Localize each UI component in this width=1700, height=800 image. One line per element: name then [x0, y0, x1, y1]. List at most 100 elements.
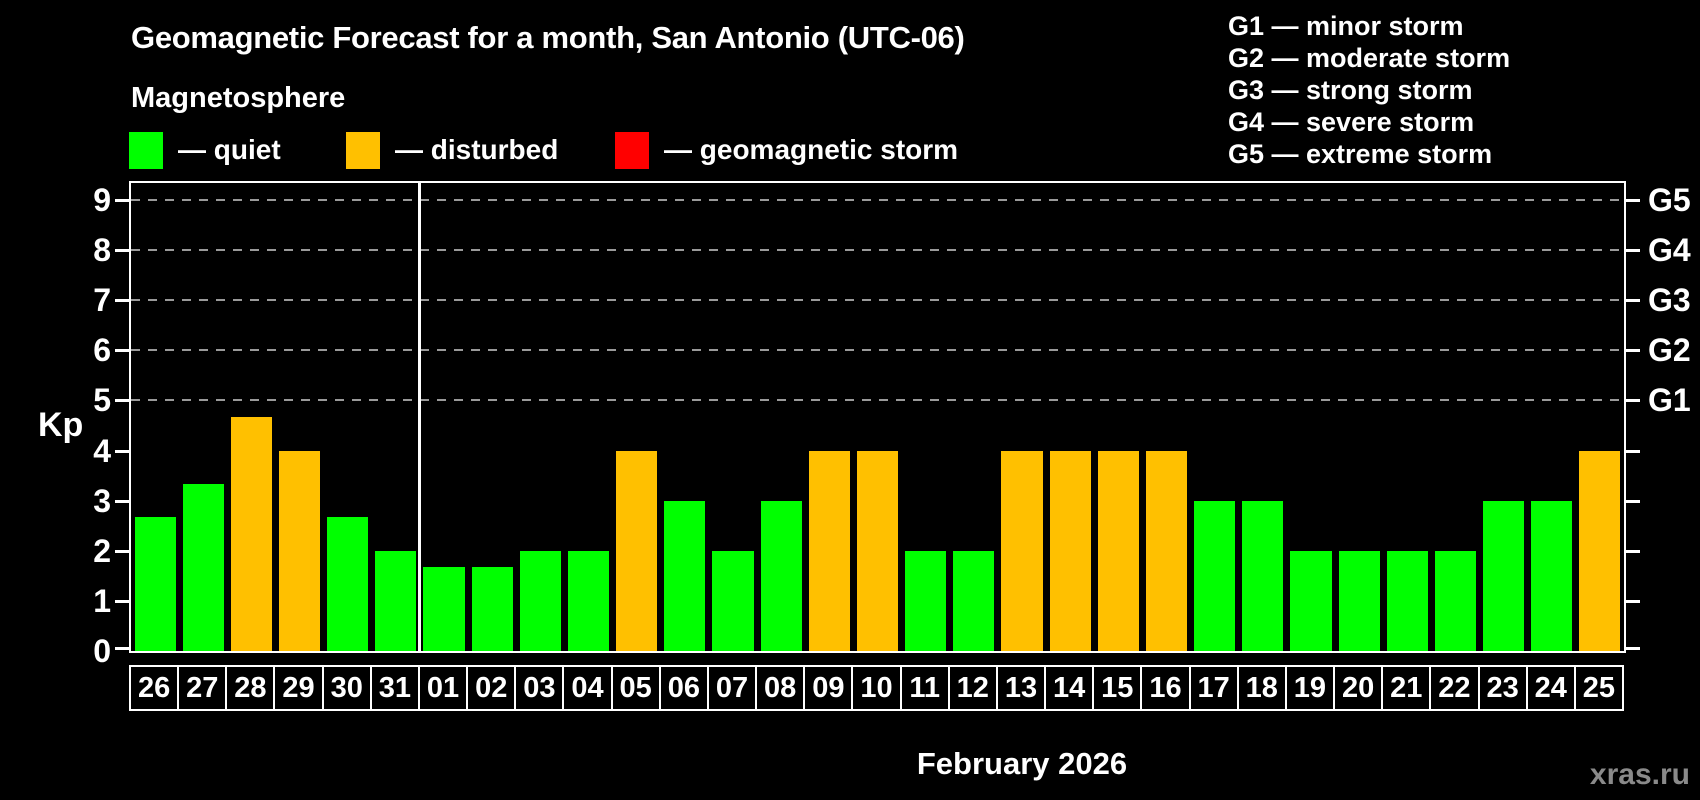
- storm-color-swatch: [615, 131, 649, 169]
- day-label-06: 06: [660, 665, 709, 711]
- day-label-28: 28: [227, 665, 276, 711]
- y-tick-label-6: 6: [93, 332, 111, 369]
- day-label-07: 07: [708, 665, 758, 711]
- xras-watermark: xras.ru: [1589, 758, 1690, 791]
- legend-item-quiet: — quiet: [129, 130, 281, 170]
- y-tick-left-7: [115, 299, 129, 303]
- y-tick-left-4: [115, 449, 129, 453]
- y-tick-right-7: [1626, 299, 1640, 303]
- kp-bar-day-23: [1483, 500, 1525, 651]
- kp-bar-chart-plot: 0 1 2 3 4 5 6 7 8 9 G1 G2 G3 G4 G5: [93, 181, 1691, 668]
- day-label-21: 21: [1383, 665, 1432, 711]
- day-label-29: 29: [275, 665, 324, 711]
- day-label-02: 02: [468, 665, 517, 711]
- day-label-30: 30: [323, 665, 372, 711]
- day-label-22: 22: [1431, 665, 1480, 711]
- y-tick-right-5: [1626, 399, 1640, 403]
- day-label-10: 10: [853, 665, 902, 711]
- kp-bar-day-10: [856, 450, 899, 651]
- g-legend-line-g4: G4 — severe storm: [1228, 107, 1475, 137]
- quiet-color-swatch: [129, 131, 163, 169]
- y-tick-left-5: [115, 399, 129, 403]
- day-label-19: 19: [1286, 665, 1336, 711]
- page-title: Geomagnetic Forecast for a month, San An…: [131, 20, 965, 55]
- y-tick-right-0: [1626, 647, 1640, 650]
- subtitle-magnetosphere: Magnetosphere: [131, 82, 346, 114]
- y-tick-right-9: [1626, 199, 1640, 203]
- kp-bar-day-14: [1049, 450, 1091, 651]
- y-tick-label-3: 3: [93, 482, 111, 519]
- y-tick-label-1: 1: [93, 582, 111, 619]
- kp-bar-day-04: [567, 550, 610, 651]
- day-label-25: 25: [1575, 665, 1624, 711]
- kp-bar-day-18: [1242, 500, 1284, 651]
- kp-bar-day-20: [1338, 550, 1380, 651]
- legend-label-storm: — geomagnetic storm: [664, 134, 959, 165]
- legend-item-storm: — geomagnetic storm: [615, 130, 958, 170]
- y-tick-label-7: 7: [93, 282, 111, 319]
- kp-bar-day-17: [1194, 500, 1236, 651]
- kp-bar-day-05: [616, 450, 658, 651]
- day-label-09: 09: [805, 665, 854, 711]
- legend-label-disturbed: — disturbed: [395, 134, 559, 165]
- kp-bar-day-30: [327, 517, 369, 651]
- y-tick-right-3: [1626, 499, 1640, 503]
- y-tick-left-9: [115, 199, 129, 203]
- right-axis-label-g2: G2: [1648, 332, 1691, 369]
- kp-bar-day-12: [953, 550, 995, 651]
- month-label: February 2026: [916, 746, 1128, 781]
- kp-bar-day-11: [905, 550, 947, 651]
- day-label-14: 14: [1046, 665, 1095, 711]
- y-tick-left-3: [115, 499, 129, 503]
- legend-item-disturbed: — disturbed: [346, 130, 558, 170]
- kp-bar-day-08: [760, 500, 802, 651]
- kp-bar-day-16: [1145, 450, 1188, 651]
- kp-bar-day-02: [471, 567, 513, 651]
- gridline-kp6: [131, 349, 1624, 352]
- y-tick-label-0: 0: [93, 633, 111, 669]
- day-label-13: 13: [997, 665, 1047, 711]
- kp-bar-day-31: [375, 550, 417, 651]
- y-tick-right-6: [1626, 349, 1640, 353]
- kp-bar-day-07: [712, 550, 754, 651]
- month-separator-line: [418, 183, 422, 651]
- kp-bar-day-29: [278, 450, 321, 651]
- gridline-kp9: [131, 199, 1624, 202]
- kp-bar-day-28: [230, 417, 272, 651]
- right-axis-label-g5: G5: [1648, 182, 1691, 219]
- kp-bar-day-24: [1531, 500, 1573, 651]
- legend-label-quiet: — quiet: [178, 134, 281, 165]
- y-tick-label-9: 9: [93, 182, 111, 219]
- y-tick-right-2: [1626, 549, 1640, 553]
- day-label-03: 03: [516, 665, 565, 711]
- kp-bar-day-27: [182, 484, 224, 651]
- y-tick-label-8: 8: [93, 232, 111, 269]
- kp-bar-day-13: [1001, 450, 1043, 651]
- day-label-04: 04: [564, 665, 613, 711]
- g-legend-line-g2: G2 — moderate storm: [1228, 43, 1511, 73]
- y-axis-label-kp: Kp: [38, 406, 84, 444]
- g-scale-legend: G1 — minor storm G2 — moderate storm G3 …: [1228, 10, 1510, 170]
- gridline-kp8: [131, 249, 1624, 252]
- day-label-24: 24: [1527, 665, 1576, 711]
- day-label-26: 26: [131, 665, 180, 711]
- day-label-08: 08: [757, 665, 806, 711]
- day-label-15: 15: [1094, 665, 1143, 711]
- y-tick-left-8: [115, 249, 129, 253]
- y-tick-label-2: 2: [93, 532, 111, 569]
- y-tick-right-8: [1626, 249, 1640, 253]
- kp-bar-day-15: [1097, 450, 1139, 651]
- day-label-27: 27: [179, 665, 228, 711]
- day-label-23: 23: [1479, 665, 1528, 711]
- gridline-kp5: [131, 399, 1624, 402]
- y-tick-left-1: [115, 599, 129, 603]
- day-label-01: 01: [419, 665, 469, 711]
- y-tick-label-4: 4: [93, 432, 111, 469]
- day-label-17: 17: [1190, 665, 1239, 711]
- y-tick-left-2: [115, 549, 129, 553]
- y-tick-right-4: [1626, 449, 1640, 453]
- kp-bar-day-01: [423, 567, 465, 651]
- day-label-18: 18: [1238, 665, 1287, 711]
- day-label-05: 05: [612, 665, 661, 711]
